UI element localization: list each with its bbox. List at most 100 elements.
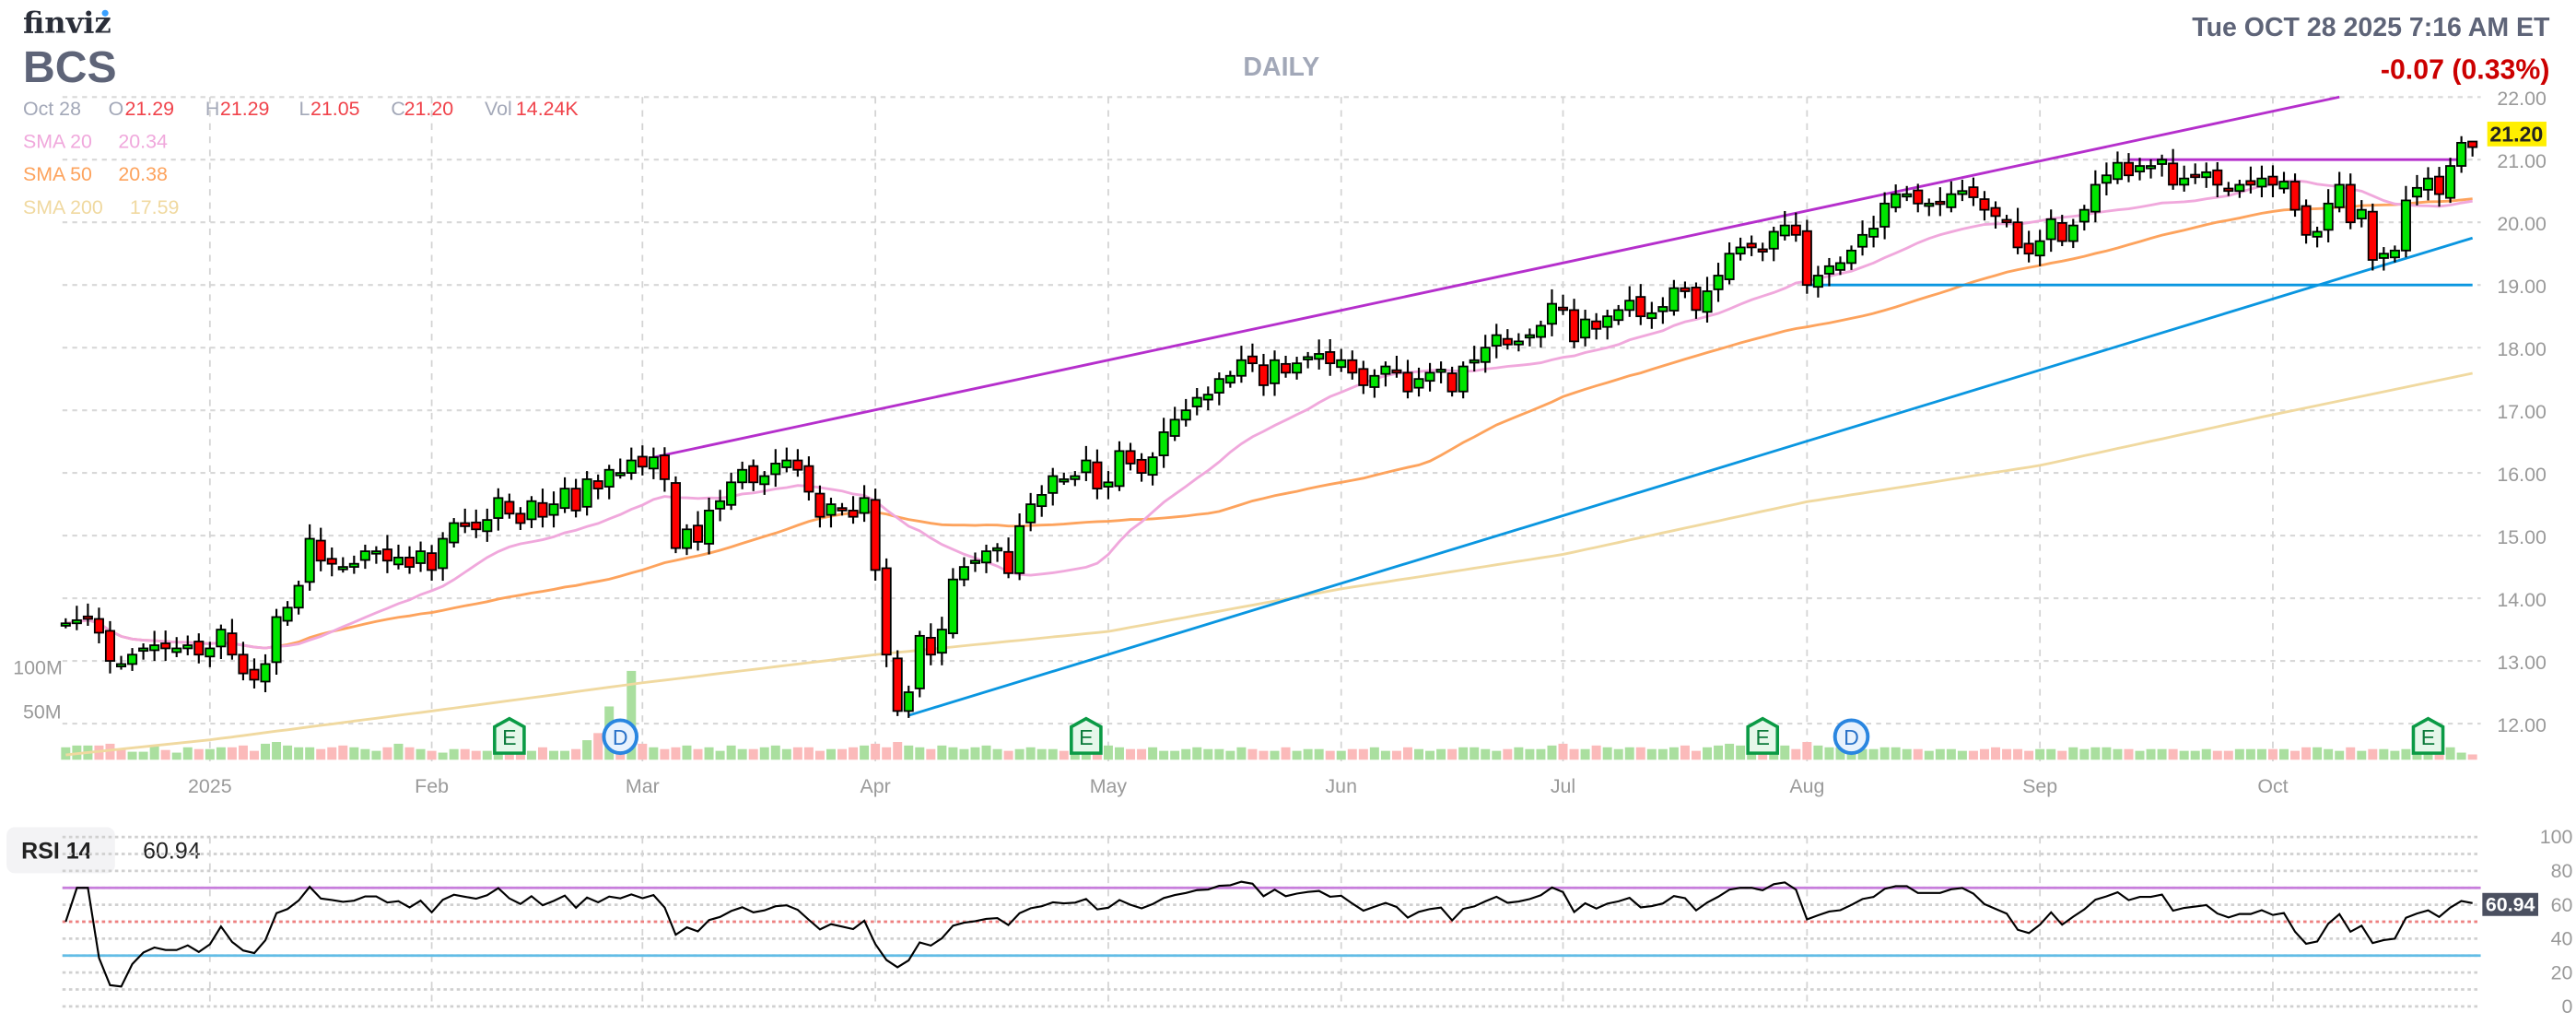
candle-body xyxy=(1935,200,1946,206)
candle-body xyxy=(1624,300,1635,312)
volume-bar xyxy=(171,752,181,760)
volume-bar xyxy=(693,748,703,760)
date-tick: May xyxy=(1090,775,1128,797)
earnings-marker[interactable]: E xyxy=(493,716,526,755)
candle xyxy=(1402,359,1413,399)
volume-bar xyxy=(1458,747,1469,760)
volume-bar xyxy=(1879,747,1890,760)
volume-bar xyxy=(138,751,148,760)
volume-value: 14.24K xyxy=(516,98,580,120)
candle-body xyxy=(2034,240,2045,257)
candle-body xyxy=(2367,210,2378,261)
volume-bar xyxy=(626,670,637,760)
candle xyxy=(1735,237,1746,261)
candle-body xyxy=(1790,224,1801,236)
candle-body xyxy=(2112,161,2123,181)
candle-body xyxy=(1458,365,1469,393)
volume-bar xyxy=(238,745,248,760)
volume-bar xyxy=(116,748,126,760)
candle-body xyxy=(337,566,348,571)
candle xyxy=(1691,282,1702,319)
candle-body xyxy=(1902,193,1913,198)
event-label: E xyxy=(1079,725,1093,749)
date-tick: Apr xyxy=(860,775,890,797)
earnings-icon xyxy=(2411,716,2445,755)
volume-bar xyxy=(638,743,648,760)
candle xyxy=(315,527,326,571)
earnings-marker[interactable]: E xyxy=(1070,716,1103,755)
upper-channel-trendline[interactable] xyxy=(653,95,2340,459)
earnings-marker[interactable]: E xyxy=(2411,716,2445,755)
volume-bar xyxy=(1137,748,1147,760)
earnings-icon xyxy=(1746,716,1780,755)
volume-bar xyxy=(1270,750,1280,760)
candle xyxy=(2023,230,2034,263)
volume-bar xyxy=(1868,748,1879,760)
candle xyxy=(427,545,438,582)
volume-bar xyxy=(2379,748,2389,760)
candle xyxy=(903,685,914,718)
dividend-marker[interactable]: D xyxy=(1832,718,1870,756)
candle xyxy=(848,496,859,524)
candle xyxy=(1591,312,1602,340)
candle-body xyxy=(526,500,537,521)
date-tick: Jun xyxy=(1325,775,1356,797)
candle-body xyxy=(1336,359,1347,369)
volume-bar xyxy=(382,747,392,760)
candle xyxy=(1580,310,1591,347)
candle-body xyxy=(1946,193,1957,208)
finviz-logo[interactable]: finviz xyxy=(23,6,111,41)
earnings-marker[interactable]: E xyxy=(1746,716,1780,755)
candle-body xyxy=(515,512,526,524)
trendlines[interactable] xyxy=(653,95,2474,717)
dividend-marker[interactable]: D xyxy=(602,718,639,756)
volume-bar xyxy=(660,748,670,760)
rising-support-trendline[interactable] xyxy=(907,236,2474,717)
candle-body xyxy=(2078,208,2090,223)
candle-body xyxy=(1303,356,1314,360)
volume-bar xyxy=(1935,748,1945,760)
volume-bar xyxy=(1236,747,1247,760)
volume-bar xyxy=(2467,754,2477,760)
candle-body xyxy=(2023,242,2034,255)
volume-bar xyxy=(2434,750,2444,760)
candle xyxy=(438,532,449,582)
candle-body xyxy=(2179,177,2190,186)
candle xyxy=(526,496,537,528)
volume-bar xyxy=(803,747,814,760)
volume-bar xyxy=(1103,745,1113,760)
candle-body xyxy=(2201,171,2212,179)
candle-body xyxy=(859,497,870,514)
volume-bar xyxy=(2256,748,2266,760)
volume-bar xyxy=(294,747,304,760)
candle xyxy=(1014,512,1025,581)
candle-body xyxy=(759,475,770,486)
candle-body xyxy=(2045,218,2056,241)
candle xyxy=(825,497,837,528)
volume-bar xyxy=(504,750,514,760)
candle xyxy=(726,472,737,511)
volume-bar xyxy=(1725,743,1735,760)
sma200-line xyxy=(65,371,2473,757)
candle xyxy=(1048,467,1059,506)
candle-body xyxy=(2456,141,2467,167)
candle xyxy=(2101,162,2112,195)
volume-bar xyxy=(2002,748,2012,760)
volume-bar xyxy=(882,747,892,760)
candle-body xyxy=(1602,315,1613,328)
volume-bar xyxy=(893,741,903,760)
candle xyxy=(637,445,648,476)
candle-body xyxy=(570,488,581,512)
volume-bar xyxy=(1181,748,1191,760)
candle-body xyxy=(1524,334,1535,339)
candle xyxy=(2056,215,2067,247)
candle xyxy=(171,637,182,657)
candle xyxy=(1768,226,1779,262)
candle-body xyxy=(1391,369,1402,374)
candle xyxy=(2278,171,2289,194)
volume-bar xyxy=(1148,747,1158,760)
volume-bar xyxy=(349,747,359,760)
candle xyxy=(1369,369,1380,398)
